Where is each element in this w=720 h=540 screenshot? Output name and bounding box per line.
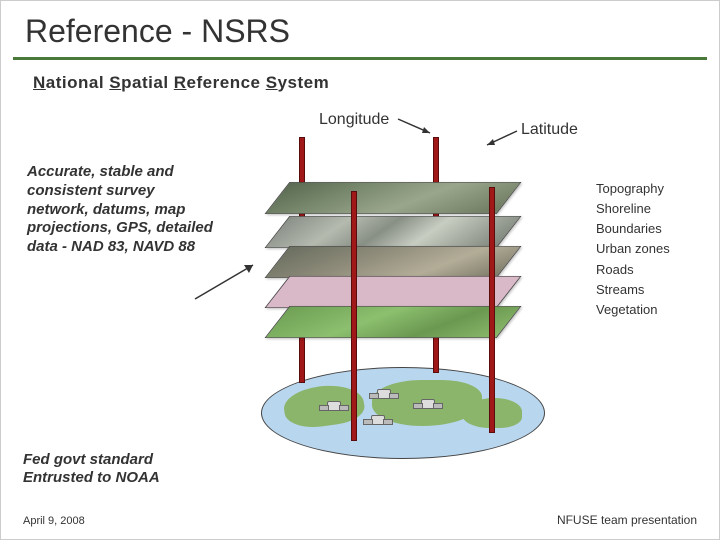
layer-labels: TopographyShorelineBoundariesUrban zones… bbox=[596, 179, 670, 320]
layer-label: Boundaries bbox=[596, 219, 670, 239]
layer-label: Urban zones bbox=[596, 239, 670, 259]
layer-label: Vegetation bbox=[596, 300, 670, 320]
pillar bbox=[351, 191, 357, 441]
gis-layer bbox=[265, 216, 522, 248]
gis-layer bbox=[265, 182, 522, 214]
description-text: Accurate, stable and consistent survey n… bbox=[27, 163, 217, 257]
longitude-label: Longitude bbox=[319, 111, 389, 129]
satellite-icon bbox=[421, 399, 435, 409]
gis-layer bbox=[265, 306, 522, 338]
footer-date: April 9, 2008 bbox=[23, 515, 85, 527]
title-underline bbox=[13, 57, 707, 60]
layer-label: Shoreline bbox=[596, 199, 670, 219]
satellite-icon bbox=[377, 389, 391, 399]
footnote: Fed govt standardEntrusted to NOAA bbox=[23, 451, 160, 487]
layer-label: Roads bbox=[596, 260, 670, 280]
gis-layer bbox=[265, 246, 522, 278]
gis-layer bbox=[265, 276, 522, 308]
subtitle: National Spatial Reference System bbox=[33, 73, 329, 93]
satellite-icon bbox=[327, 401, 341, 411]
slide-title: Reference - NSRS bbox=[1, 1, 719, 58]
layer-label: Topography bbox=[596, 179, 670, 199]
satellite-icon bbox=[371, 415, 385, 425]
footer-presentation: NFUSE team presentation bbox=[557, 513, 697, 527]
layer-label: Streams bbox=[596, 280, 670, 300]
pillar bbox=[489, 187, 495, 433]
diagram-stage bbox=[221, 131, 591, 466]
